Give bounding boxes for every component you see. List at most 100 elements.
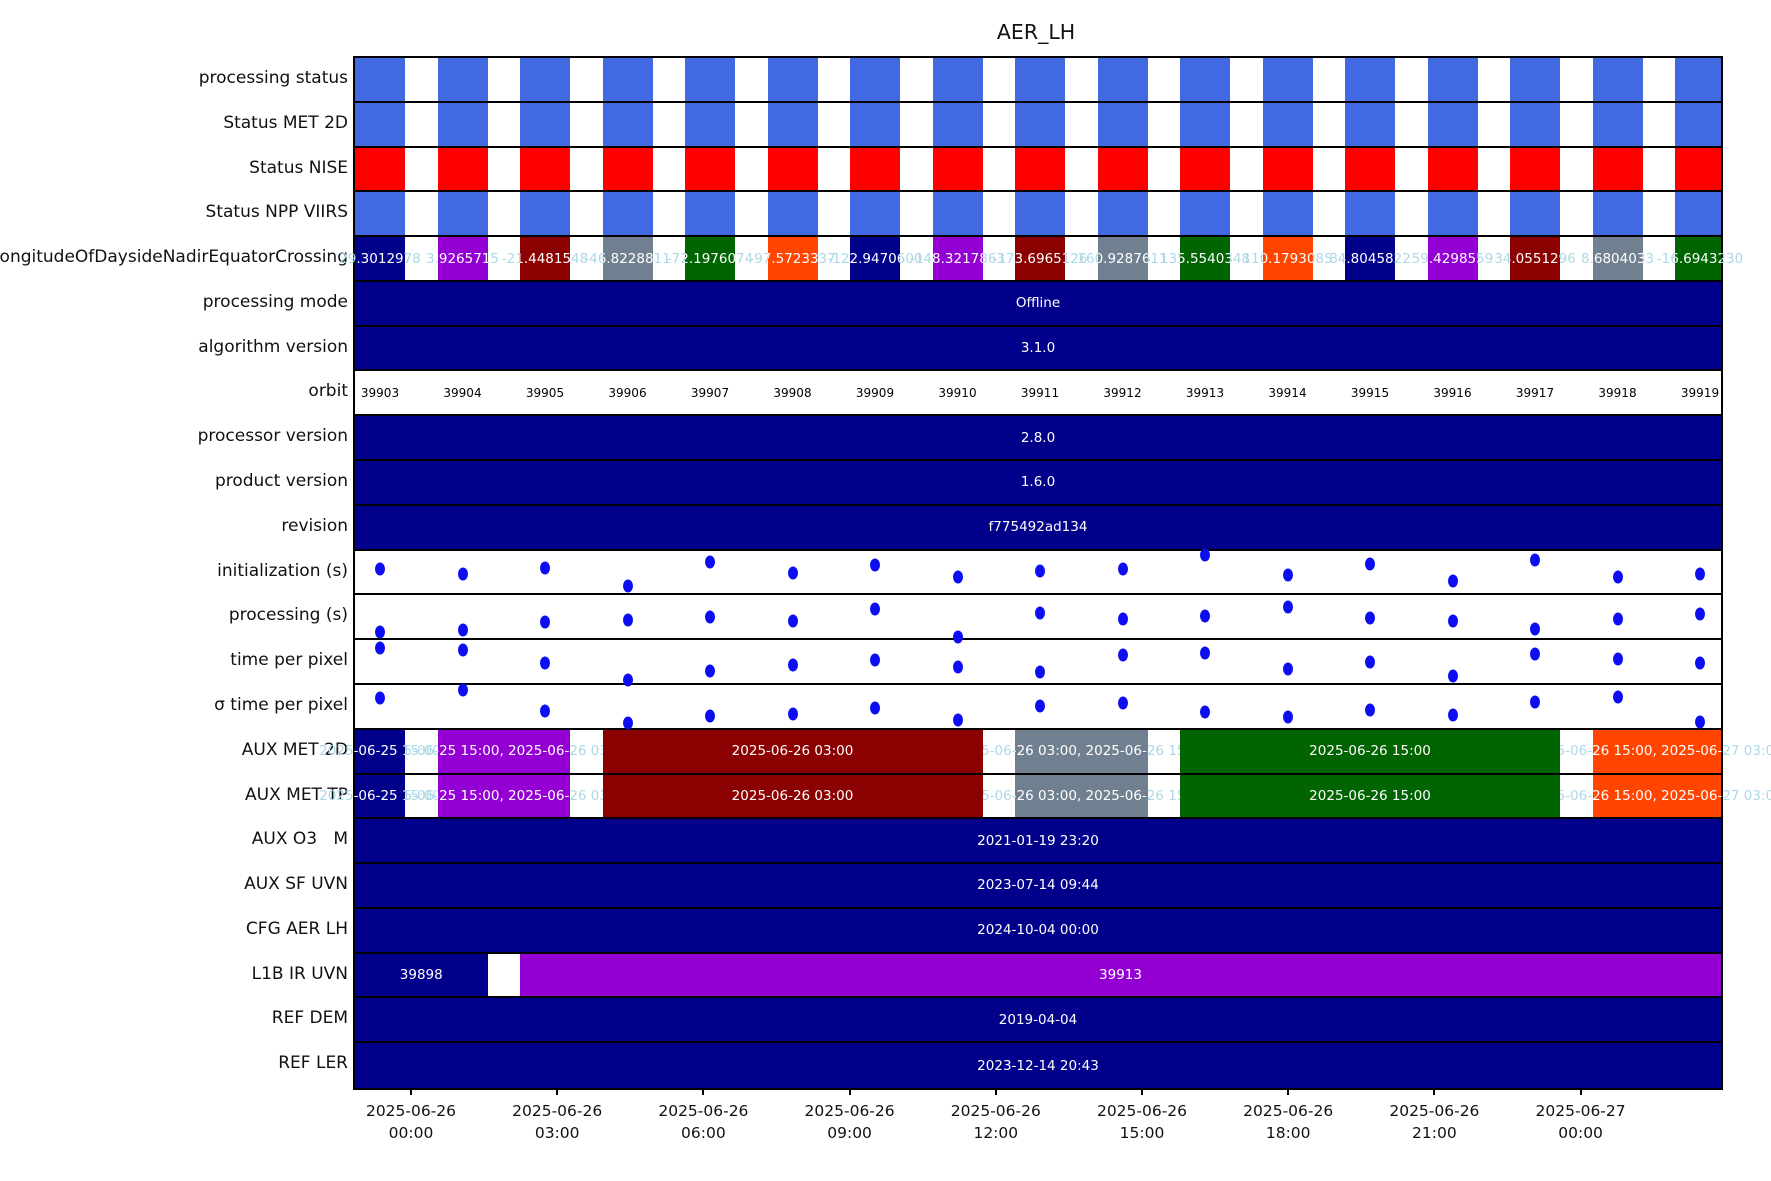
timeline-block: -173.6965126 <box>1015 237 1065 280</box>
x-tick-mark <box>1579 1088 1582 1095</box>
scatter-point <box>1530 622 1540 636</box>
scatter-point <box>1530 647 1540 661</box>
row-blocks <box>355 192 1721 238</box>
row-label: initialization (s) <box>217 560 348 581</box>
row-label: algorithm version <box>198 336 348 357</box>
bar-value: 1.6.0 <box>1020 474 1056 491</box>
timeline-block <box>520 192 570 236</box>
x-tick-mark <box>1433 1088 1436 1095</box>
timeline-block: 2019-04-04 <box>355 998 1721 1042</box>
scatter-point <box>952 570 963 584</box>
orbit-number: 39918 <box>1598 385 1637 400</box>
segment-text: 2025-06-26 15:00 <box>1309 743 1431 760</box>
row-scatter <box>355 640 1721 687</box>
scatter-point <box>375 641 385 655</box>
timeline-block: 39898 <box>355 953 488 997</box>
timeline-block: 2025-06-25 15:00, 2025-06-26 03:00 <box>437 729 571 773</box>
timeline-block <box>932 58 983 101</box>
row-label: processing status <box>198 68 348 88</box>
row-blocks <box>355 102 1721 148</box>
chart-title: AER_LH <box>996 20 1076 44</box>
orbit-number: 39916 <box>1433 385 1472 400</box>
timeline-block <box>1180 192 1230 236</box>
timeline-block: 2.8.0 <box>355 416 1721 460</box>
timeline-block <box>850 192 900 236</box>
timeline-block: 2023-12-14 20:43 <box>355 1043 1721 1088</box>
scatter-point <box>1282 662 1293 676</box>
orbit-number: 39919 <box>1680 385 1720 400</box>
segment-text: 2025-06-25 15:00, 2025-06-26 03:00 <box>438 743 571 760</box>
row-scatter <box>355 595 1721 644</box>
timeline-block: -16.6943230 <box>1675 237 1721 280</box>
row-label: orbit <box>308 381 348 402</box>
bar-value: 2019-04-04 <box>998 1011 1078 1028</box>
segment-text: -46.8228811 <box>603 250 653 267</box>
timeline-block <box>1510 102 1560 146</box>
scatter-point <box>1117 648 1128 661</box>
x-tick-mark <box>1141 1088 1143 1095</box>
timeline-block: 2025-06-26 03:00, 2025-06-26 15:00 <box>1015 729 1148 773</box>
timeline-block <box>437 58 488 101</box>
timeline-block: 2025-06-25 15:00 <box>355 729 405 773</box>
timeline-block <box>1097 102 1148 146</box>
timeline-block <box>1427 58 1478 101</box>
x-tick-label: 2025-06-26 18:00 <box>1243 1102 1334 1142</box>
scatter-point <box>952 630 963 644</box>
scatter-point <box>705 555 715 569</box>
row-scatter <box>355 548 1721 596</box>
timeline-block <box>437 102 488 146</box>
timeline-block: 2025-06-26 03:00 <box>602 729 983 773</box>
scatter-point <box>870 558 880 572</box>
orbit-number: 39913 <box>1185 385 1225 400</box>
timeline-block: 2025-06-25 15:00, 2025-06-26 03:00 <box>437 774 570 818</box>
orbit-number: 39908 <box>773 385 812 400</box>
timeline-block: 8.6804033 <box>1592 237 1643 280</box>
orbit-number: 39917 <box>1515 385 1555 400</box>
row-label: Status NISE <box>249 157 348 178</box>
timeline-block <box>1097 192 1148 236</box>
timeline-block <box>520 147 570 191</box>
timeline-block <box>932 147 983 191</box>
timeline-block: -21.4481548 <box>520 237 570 280</box>
row-blocks <box>355 147 1721 193</box>
timeline-block <box>437 192 488 236</box>
row-label: Status MET 2D <box>223 112 348 133</box>
scatter-point <box>1035 564 1045 578</box>
timeline-block <box>1510 58 1560 101</box>
x-tick-mark <box>702 1088 705 1095</box>
x-tick-label: 2025-06-26 15:00 <box>1096 1102 1188 1142</box>
timeline-block <box>685 58 735 101</box>
timeline-block <box>685 192 735 236</box>
timeline-block <box>1015 192 1065 236</box>
orbit-number: 39903 <box>360 385 400 400</box>
timeline-block: 2024-10-04 00:00 <box>355 908 1721 952</box>
timeline-block <box>437 147 488 191</box>
timeline-block: 1.6.0 <box>355 461 1721 504</box>
orbit-number: 39914 <box>1268 385 1307 400</box>
timeline-block <box>932 102 983 146</box>
scatter-point <box>1035 606 1045 620</box>
scatter-point <box>1612 690 1623 704</box>
timeline-block <box>520 58 570 101</box>
timeline-block: 39913 <box>520 953 1721 997</box>
timeline-block <box>1592 192 1643 236</box>
row-blocks <box>355 58 1721 103</box>
scatter-point <box>1117 696 1128 710</box>
scatter-point <box>457 567 468 581</box>
scatter-point <box>1612 612 1623 626</box>
scatter-point <box>540 561 550 575</box>
scatter-point <box>1282 710 1293 724</box>
timeline-block: 2025-06-26 03:00, 2025-06-26 15:00 <box>1015 774 1148 818</box>
timeline-block <box>602 192 653 236</box>
segment-text: 8.6804033 <box>1593 250 1643 267</box>
timeline-block <box>1675 102 1721 146</box>
timeline-block: 2021-01-19 23:20 <box>355 819 1721 863</box>
scatter-point <box>1447 669 1458 683</box>
timeline-block <box>355 102 405 146</box>
timeline-block: 2025-06-26 15:00 <box>1180 729 1560 773</box>
timeline-block <box>1427 192 1478 236</box>
timeline-block: 2025-06-26 03:00 <box>602 774 983 818</box>
orbit-number: 39909 <box>855 385 895 400</box>
